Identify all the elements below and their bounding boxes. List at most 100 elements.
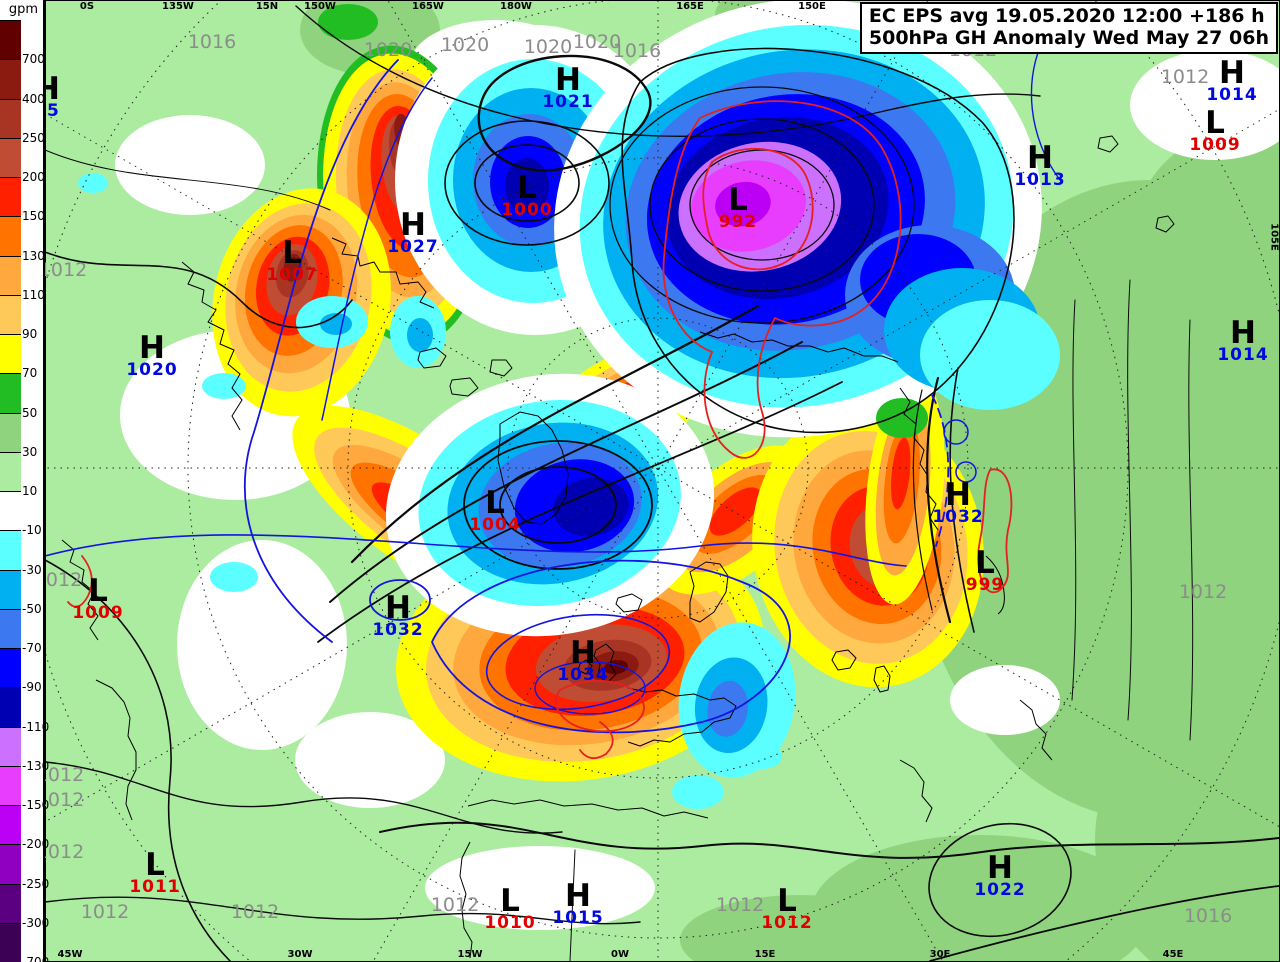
legend-band (0, 648, 21, 688)
isobars (44, 5, 1280, 962)
pressure-letter: H (1230, 314, 1256, 351)
graticule-label-top: 15N (255, 1, 279, 12)
legend-band (0, 59, 21, 99)
legend-band (0, 883, 21, 923)
pressure-letter: H (565, 877, 591, 914)
isobar-label: 1012 (33, 569, 83, 591)
graticule-label-top: 180W (500, 1, 532, 12)
pressure-letter: H (400, 206, 426, 243)
isobar-label: 1012 (35, 841, 85, 863)
pressure-letter: L (282, 234, 302, 271)
pressure-center-l: L 1009 (1189, 104, 1241, 155)
graticule-label-bottom: 45E (1162, 949, 1184, 960)
legend-band-boundary-label: 30 (22, 444, 38, 459)
legend-band (0, 530, 21, 570)
legend-band (0, 687, 21, 727)
pressure-letter: H (1219, 54, 1245, 91)
pressure-center-h: H 1014 (1217, 314, 1269, 365)
legend-band-boundary-label: -150 (22, 798, 50, 812)
legend-band (0, 765, 21, 805)
pressure-value: 1009 (1189, 134, 1241, 155)
pressure-center-l: L 992 (718, 181, 758, 232)
pressure-value: 1015 (552, 907, 604, 928)
graticule-label-top: 0S (79, 1, 95, 12)
pressure-value: 1010 (484, 912, 536, 933)
isobar-label: 1016 (187, 31, 237, 53)
pressure-value: 992 (718, 211, 758, 232)
legend-band-boundary-label: 200 (22, 170, 45, 184)
pressure-value: 1027 (387, 236, 439, 257)
pressure-value: 1013 (1014, 169, 1066, 190)
coastlines (61, 135, 1175, 959)
legend-band-boundary-label: -200 (22, 837, 50, 852)
pressure-letter: H (1027, 139, 1053, 176)
pressure-value: 1004 (469, 514, 521, 535)
isobar-label: 1012 (430, 894, 480, 916)
isobar-label: 1012 (715, 894, 765, 916)
pressure-letter: H (987, 849, 1013, 886)
legend-band (0, 20, 21, 60)
legend-band-boundary-label: -50 (22, 601, 42, 616)
isobar-label: 1012 (35, 764, 85, 786)
pressure-center-h: H 1032 (372, 593, 423, 638)
title-line-1: EC EPS avg 19.05.2020 12:00 +186 h (868, 5, 1265, 27)
legend-band (0, 137, 21, 177)
legend-band (0, 451, 21, 491)
isobar-label: 1012 (80, 901, 130, 923)
legend-band-boundary-label: -30 (22, 562, 42, 577)
graticule-label-top: 150W (304, 1, 336, 12)
graticule-label-right: 105E (1268, 223, 1280, 251)
graticule-label-top: 150E (798, 1, 826, 12)
legend-band (0, 491, 21, 531)
pressure-letter: L (145, 846, 165, 883)
graticule-label-bottom: 0W (611, 949, 629, 960)
pressure-value: 1020 (126, 359, 178, 380)
isobar-label: 1020 (363, 39, 413, 61)
color-scale-legend: gpm 700 400 250 200 150 130 110 90 70 50 30 10 -10 -3… (0, 0, 49, 962)
pressure-value: 1022 (974, 879, 1026, 900)
pressure-center-h: H 1014 (1206, 54, 1258, 105)
pressure-center-h: H 1034 (557, 634, 608, 683)
isobar-label: 1012 (230, 901, 280, 923)
legend-band-boundary-label: 110 (22, 287, 45, 302)
pressure-center-h: H 1032 (932, 476, 983, 525)
isobar-label: 1016 (1183, 905, 1233, 927)
legend-band (0, 294, 21, 334)
isobar-label: 1012 (38, 259, 88, 281)
legend-band (0, 412, 21, 452)
pressure-letter: L (1205, 104, 1225, 141)
pressure-value: 1009 (72, 602, 124, 623)
isobar-label: 1012 (1178, 581, 1228, 603)
legend-band-boundary-label: 150 (22, 209, 45, 224)
legend-band (0, 569, 21, 609)
graticule-label-bottom: 30E (929, 949, 951, 960)
pressure-value: 1014 (1206, 84, 1258, 105)
pressure-letter: L (728, 181, 748, 218)
legend-band-boundary-label: 90 (22, 327, 38, 341)
pressure-value: 1011 (129, 876, 181, 897)
legend-band-boundary-label: 400 (22, 91, 45, 106)
legend-band (0, 805, 21, 845)
pressure-letter: H (570, 634, 596, 671)
legend-band-boundary-label: -250 (22, 876, 50, 891)
legend-band-boundary-label: -10 (22, 523, 42, 538)
pressure-center-l: L 1000 (501, 173, 553, 220)
isobar-label: 1020 (440, 34, 490, 56)
isobar-label: 1012 (1160, 66, 1210, 88)
legend-band (0, 98, 21, 138)
pressure-center-l: L 1007 (266, 234, 317, 283)
graticule-label-bottom: 30W (287, 949, 313, 960)
graticule-label-bottom: 15W (457, 949, 483, 960)
pressure-value: 1014 (1217, 344, 1269, 365)
pressure-center-h: H 1021 (542, 65, 593, 110)
pressure-letter: H (945, 476, 971, 513)
pressure-value: 999 (965, 574, 1005, 595)
pressure-value: 1000 (501, 199, 553, 220)
graticule-label-bottom: 15E (754, 949, 776, 960)
pressure-value: 1012 (761, 912, 813, 933)
pressure-center-h: H 1027 (387, 206, 439, 257)
legend-band-boundary-label: -90 (22, 680, 42, 695)
graticule-label-bottom: 45W (57, 949, 83, 960)
legend-band-boundary-label: -700 (22, 955, 50, 962)
